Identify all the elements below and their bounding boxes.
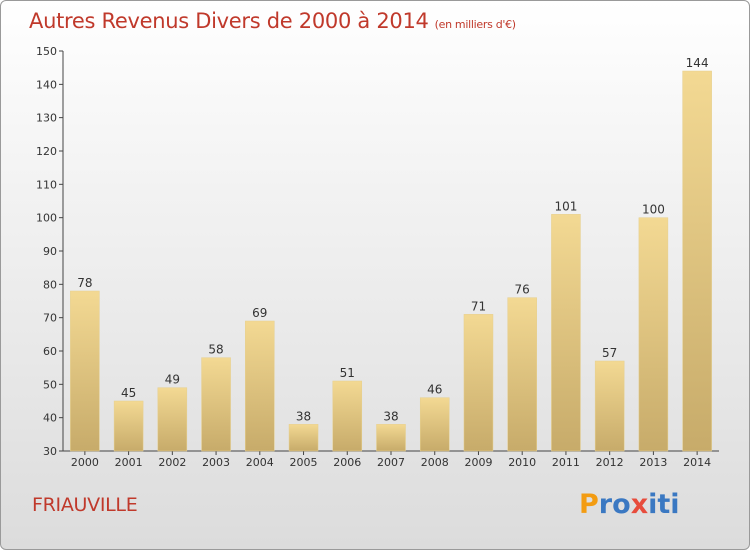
data-label-2007: 38: [383, 409, 398, 423]
x-tick-label: 2008: [421, 456, 449, 469]
data-label-2013: 100: [642, 203, 665, 217]
data-label-2012: 57: [602, 346, 617, 360]
bar-2006: [332, 380, 363, 452]
bar-2007: [376, 424, 406, 452]
bar-2011: [551, 214, 581, 452]
y-tick-label: 30: [43, 445, 57, 458]
logo-letter: r: [598, 489, 613, 520]
x-tick-label: 2009: [464, 456, 492, 469]
data-label-2000: 78: [77, 276, 92, 290]
data-label-2004: 69: [252, 306, 267, 320]
data-label-2008: 46: [427, 383, 442, 397]
proxiti-logo: Proxiti: [579, 489, 680, 520]
y-tick-label: 100: [36, 212, 57, 225]
logo-letter: i: [670, 489, 680, 520]
y-tick-label: 40: [43, 412, 57, 425]
y-tick-label: 120: [36, 145, 57, 158]
x-tick-label: 2000: [71, 456, 99, 469]
logo-letter: o: [612, 489, 631, 520]
x-tick-label: 2002: [158, 456, 186, 469]
logo-letter: t: [657, 489, 671, 520]
bar-2002: [157, 387, 188, 452]
y-tick-label: 130: [36, 112, 57, 125]
data-label-2002: 49: [165, 373, 180, 387]
y-tick-label: 90: [43, 245, 57, 258]
data-label-2006: 51: [340, 366, 355, 380]
bar-2001: [113, 400, 144, 452]
bar-2008: [419, 397, 450, 452]
chart-title: Autres Revenus Divers de 2000 à 2014 (en …: [29, 9, 516, 33]
bar-2005: [288, 424, 319, 452]
bar-2000: [70, 290, 100, 452]
y-tick-label: 80: [43, 278, 57, 291]
data-label-2010: 76: [515, 283, 530, 297]
chart-title-main: Autres Revenus Divers de 2000 à 2014: [29, 9, 429, 33]
x-tick-label: 2011: [552, 456, 580, 469]
bar-2003: [201, 357, 231, 452]
commune-name: FRIAUVILLE: [32, 494, 138, 516]
x-tick-label: 2001: [115, 456, 143, 469]
data-label-2014: 144: [686, 56, 709, 70]
bar-labels: 78 45 49 58 69 38 51 38 46 71 76 101 57 100 144: [77, 56, 708, 423]
data-label-2005: 38: [296, 409, 311, 423]
y-tick-label: 50: [43, 378, 57, 391]
chart-subtitle: (en milliers d'€): [434, 18, 516, 31]
bar-2010: [507, 297, 537, 452]
bars: [70, 70, 712, 452]
y-tick-label: 60: [43, 345, 57, 358]
y-axis: 30 40 50 60 70 80 90 100 110 120 130 140 150: [36, 45, 64, 458]
bar-2013: [638, 217, 669, 452]
data-label-2001: 45: [121, 386, 136, 400]
x-tick-label: 2007: [377, 456, 405, 469]
x-tick-label: 2014: [683, 456, 711, 469]
y-tick-label: 140: [36, 78, 57, 91]
logo-letter: x: [630, 489, 649, 520]
x-tick-label: 2004: [246, 456, 274, 469]
logo-letter: P: [579, 489, 599, 520]
x-tick-label: 2012: [596, 456, 624, 469]
x-tick-label: 2003: [202, 456, 230, 469]
y-tick-label: 150: [36, 45, 57, 58]
x-tick-label: 2013: [639, 456, 667, 469]
data-label-2003: 58: [208, 343, 223, 357]
y-tick-label: 70: [43, 312, 57, 325]
data-label-2011: 101: [554, 199, 577, 213]
x-tick-label: 2006: [333, 456, 361, 469]
x-tick-label: 2010: [508, 456, 536, 469]
bar-2014: [682, 70, 712, 452]
data-label-2009: 71: [471, 299, 486, 313]
bar-2004: [245, 320, 275, 452]
x-axis: 2000 2001 2002 2003 2004 2005 2006 2007 2008 2009…: [63, 450, 719, 469]
bar-2012: [594, 360, 625, 452]
x-tick-label: 2005: [290, 456, 318, 469]
logo-letter: i: [648, 489, 658, 520]
y-tick-label: 110: [36, 178, 57, 191]
bar-2009: [463, 314, 494, 452]
